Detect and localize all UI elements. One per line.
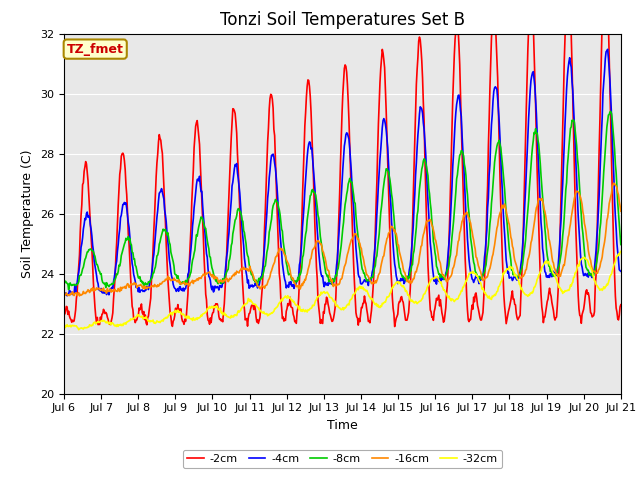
-16cm: [76, 293, 83, 299]
-8cm: [128, 249, 136, 255]
-4cm: [617, 268, 625, 274]
-16cm: [610, 180, 618, 186]
-8cm: [428, 207, 435, 213]
-16cm: [617, 208, 625, 214]
-4cm: [428, 248, 435, 253]
-32cm: [617, 249, 625, 254]
-2cm: [411, 137, 419, 143]
-4cm: [60, 291, 68, 297]
-32cm: [70, 323, 78, 328]
-2cm: [184, 291, 192, 297]
-2cm: [428, 309, 435, 314]
-32cm: [60, 324, 68, 330]
-16cm: [128, 281, 136, 287]
Title: Tonzi Soil Temperatures Set B: Tonzi Soil Temperatures Set B: [220, 11, 465, 29]
Line: -16cm: -16cm: [64, 183, 621, 296]
-4cm: [71, 283, 79, 288]
-16cm: [185, 281, 193, 287]
-8cm: [214, 281, 222, 287]
-32cm: [214, 307, 222, 312]
-16cm: [70, 293, 78, 299]
-32cm: [185, 313, 193, 319]
-4cm: [128, 261, 136, 266]
-32cm: [128, 317, 136, 323]
-8cm: [65, 287, 72, 292]
-2cm: [70, 318, 78, 324]
-16cm: [428, 219, 435, 225]
-8cm: [71, 282, 79, 288]
-16cm: [411, 271, 419, 277]
-2cm: [617, 302, 625, 308]
-4cm: [604, 47, 611, 52]
Line: -4cm: -4cm: [64, 49, 621, 296]
-8cm: [411, 240, 419, 245]
-32cm: [411, 300, 419, 306]
-8cm: [607, 108, 614, 114]
-4cm: [214, 285, 222, 290]
-32cm: [428, 277, 435, 283]
-4cm: [411, 191, 419, 197]
-2cm: [60, 310, 68, 316]
-2cm: [391, 324, 399, 329]
Line: -32cm: -32cm: [64, 252, 621, 330]
Legend: -2cm, -4cm, -8cm, -16cm, -32cm: -2cm, -4cm, -8cm, -16cm, -32cm: [183, 450, 502, 468]
-32cm: [75, 327, 83, 333]
-8cm: [185, 275, 193, 281]
-4cm: [63, 293, 71, 299]
-8cm: [617, 241, 625, 247]
Y-axis label: Soil Temperature (C): Soil Temperature (C): [22, 149, 35, 278]
-16cm: [214, 278, 222, 284]
-16cm: [60, 292, 68, 298]
-2cm: [127, 290, 135, 296]
X-axis label: Time: Time: [327, 419, 358, 432]
-4cm: [185, 270, 193, 276]
-2cm: [214, 301, 221, 307]
Text: TZ_fmet: TZ_fmet: [67, 43, 124, 56]
Line: -2cm: -2cm: [64, 0, 621, 326]
-8cm: [60, 277, 68, 283]
Line: -8cm: -8cm: [64, 111, 621, 289]
